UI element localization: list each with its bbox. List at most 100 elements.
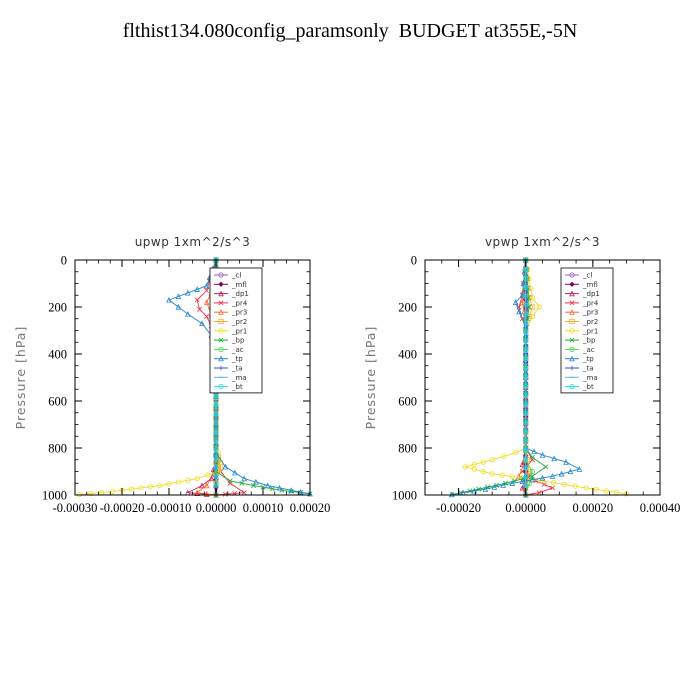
data-point xyxy=(576,466,583,472)
data-point xyxy=(184,310,191,317)
data-point xyxy=(561,481,567,488)
legend-marker xyxy=(218,309,224,315)
data-point xyxy=(288,487,295,493)
data-point xyxy=(583,485,589,491)
legend-marker xyxy=(218,355,224,362)
data-point xyxy=(523,302,529,308)
data-point xyxy=(88,490,94,497)
data-point xyxy=(203,299,210,305)
chart-panel-2: vpwp 1xm^2/s^3 Pressure [hPa] 0 200 400 600 80… xyxy=(363,235,680,515)
y-tick-label: 200 xyxy=(48,301,67,315)
data-point xyxy=(524,333,529,338)
data-point xyxy=(482,486,489,492)
data-point xyxy=(175,303,182,310)
data-point xyxy=(471,466,477,472)
legend-label: _pr1 xyxy=(231,327,247,335)
legend-label: _dp1 xyxy=(231,290,249,298)
data-point xyxy=(128,486,134,492)
data-point xyxy=(563,459,569,465)
legend: _cl_mfl_dp1_pr4_pr3_pr2_pr1_bp_ac_tp_ta_… xyxy=(560,267,614,394)
legend-label: _cl xyxy=(582,272,592,280)
y-tick-label: 1000 xyxy=(42,489,67,503)
y-axis-label: Pressure [hPa] xyxy=(363,326,378,430)
data-point xyxy=(462,464,468,470)
legend-marker xyxy=(218,300,224,306)
panel-title: vpwp 1xm^2/s^3 xyxy=(485,235,600,249)
data-point xyxy=(523,338,529,344)
y-tick-label: 0 xyxy=(411,254,417,268)
data-point xyxy=(203,482,210,489)
series-line xyxy=(518,259,554,496)
figure-title: flthist134.080config_paramsonly BUDGET a… xyxy=(122,20,578,42)
data-point xyxy=(203,282,210,289)
x-tick-label: -0.00020 xyxy=(100,501,145,515)
data-point xyxy=(523,447,529,453)
data-point xyxy=(222,491,228,497)
data-point xyxy=(239,480,245,486)
legend-label: _pr2 xyxy=(231,318,247,326)
data-point xyxy=(204,313,210,319)
legend-marker xyxy=(218,365,224,371)
data-point xyxy=(471,487,478,494)
data-point xyxy=(523,465,529,471)
legend-marker xyxy=(569,300,575,306)
data-point xyxy=(523,293,529,299)
legend-label: _bt xyxy=(231,383,243,391)
legend-label: _ma xyxy=(582,374,598,382)
legend-marker xyxy=(569,328,575,334)
data-point xyxy=(213,411,219,417)
data-point xyxy=(523,356,529,363)
data-point xyxy=(551,455,558,462)
legend-marker xyxy=(218,346,224,352)
y-tick-label: 400 xyxy=(48,348,67,362)
x-tick-label: 0.00040 xyxy=(640,501,681,515)
series-pr1 xyxy=(77,257,233,498)
data-point xyxy=(166,481,172,487)
legend-marker xyxy=(218,318,224,325)
legend-label: _pr1 xyxy=(582,327,598,335)
data-point xyxy=(467,488,473,494)
legend-label: _mfl xyxy=(231,281,247,289)
data-point xyxy=(194,286,201,292)
data-point xyxy=(480,468,486,475)
data-point xyxy=(210,466,217,472)
legend-label: _pr4 xyxy=(231,299,248,307)
data-point xyxy=(520,280,527,287)
data-point xyxy=(213,438,219,444)
data-point xyxy=(526,468,532,475)
y-tick-label: 0 xyxy=(61,254,67,268)
data-point xyxy=(526,480,532,486)
x-tick-label: 0.00020 xyxy=(290,501,331,515)
y-tick-label: 800 xyxy=(398,442,417,456)
data-point xyxy=(213,474,219,480)
x-tick-label: -0.00030 xyxy=(53,501,98,515)
x-tick-label: 0.00000 xyxy=(505,501,546,515)
data-point xyxy=(519,469,525,474)
data-point xyxy=(205,472,211,478)
data-point xyxy=(519,299,526,305)
data-point xyxy=(499,472,505,478)
legend-label: _bt xyxy=(582,383,594,391)
legend-label: _ta xyxy=(231,365,243,373)
data-point xyxy=(539,478,546,484)
data-point xyxy=(260,484,266,490)
data-point xyxy=(297,488,304,495)
data-point xyxy=(276,484,283,491)
data-point xyxy=(213,465,219,471)
data-point xyxy=(539,451,546,458)
data-point xyxy=(194,475,200,482)
legend-label: _dp1 xyxy=(582,290,600,298)
data-point xyxy=(199,482,205,489)
legend-label: _bp xyxy=(582,337,596,345)
data-point xyxy=(550,485,556,491)
data-point xyxy=(241,475,248,482)
data-point xyxy=(213,420,219,426)
data-point xyxy=(227,480,233,486)
legend-marker xyxy=(218,337,224,343)
data-point xyxy=(175,479,181,485)
data-point xyxy=(516,308,522,315)
legend-marker xyxy=(569,318,575,325)
x-tick-label: 0.00020 xyxy=(573,501,614,515)
data-point xyxy=(307,490,313,497)
